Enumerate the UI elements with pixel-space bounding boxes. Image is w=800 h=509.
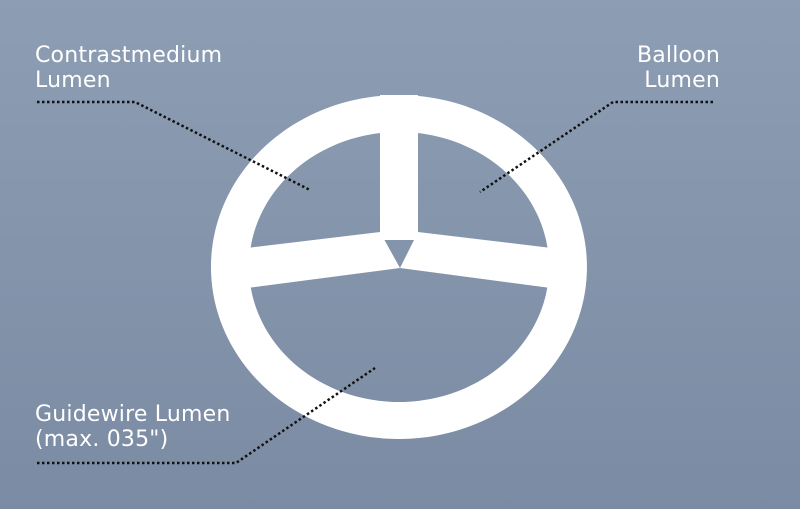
label-guidewire-line1: Guidewire Lumen — [35, 402, 231, 427]
divider-vertical — [380, 95, 418, 240]
label-guidewire-lumen: Guidewire Lumen (max. 035") — [35, 402, 231, 452]
divider-right — [400, 232, 568, 290]
label-contrastmedium-lumen: Contrastmedium Lumen — [35, 43, 222, 93]
label-balloon-line2: Lumen — [644, 68, 720, 93]
label-balloon-line1: Balloon — [636, 43, 720, 68]
label-guidewire-line2: (max. 035") — [35, 427, 169, 452]
leader-line-guidewire — [37, 366, 376, 465]
label-balloon-lumen: Balloon Lumen — [637, 43, 720, 93]
divider-left — [230, 232, 400, 290]
leader-line-balloon — [479, 100, 713, 194]
label-contrast-line1: Contrastmedium — [35, 43, 223, 68]
label-contrast-line2: Lumen — [35, 68, 111, 93]
catheter-cross-section — [210, 95, 587, 440]
